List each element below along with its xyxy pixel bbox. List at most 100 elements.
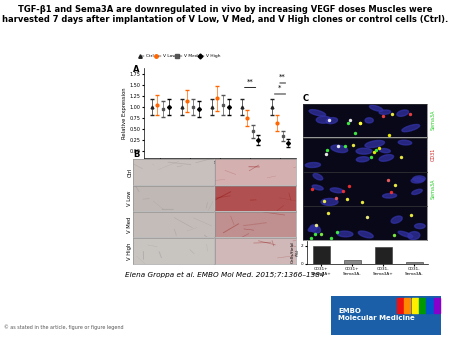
Text: A: A [133,65,139,74]
Point [332,196,339,201]
Ellipse shape [365,118,373,123]
Text: C: C [302,94,309,103]
Y-axis label: Relative Expression: Relative Expression [122,87,127,139]
Ellipse shape [313,173,323,180]
Point [407,212,414,217]
Point [398,154,405,160]
Ellipse shape [398,140,412,145]
Bar [405,262,423,264]
Point [370,149,378,154]
Point [358,200,365,205]
Point [357,120,364,126]
Point [390,233,397,238]
Point [312,232,319,237]
Ellipse shape [397,110,409,116]
Point [386,133,393,138]
Ellipse shape [369,105,383,111]
Point [388,112,396,117]
Ellipse shape [391,216,402,223]
Ellipse shape [402,124,420,132]
Point [324,147,331,152]
Ellipse shape [312,185,323,190]
Ellipse shape [305,163,320,168]
Ellipse shape [330,188,343,193]
Ellipse shape [398,231,413,237]
Text: Sema3A: Sema3A [430,178,435,199]
Text: B: B [133,150,139,159]
Y-axis label: Cells/field
(%): Cells/field (%) [291,241,300,263]
Point [379,114,386,119]
Point [346,184,353,189]
Point [350,143,357,148]
Bar [313,246,329,264]
Ellipse shape [316,116,331,123]
Point [385,177,392,183]
Ellipse shape [379,110,391,114]
Point [320,199,328,204]
Point [375,145,382,150]
Ellipse shape [356,157,369,162]
Point [340,189,347,194]
Y-axis label: Ctrl: Ctrl [127,167,132,177]
Point [334,143,342,149]
Ellipse shape [412,189,422,194]
Text: © as stated in the article, figure or figure legend: © as stated in the article, figure or fi… [4,324,124,330]
Bar [374,247,392,264]
Ellipse shape [365,141,384,147]
Y-axis label: V Med: V Med [127,216,132,233]
Bar [404,298,410,313]
Point [372,148,379,153]
Point [347,117,354,122]
Bar [419,298,425,313]
Ellipse shape [380,148,390,153]
Bar [434,298,440,313]
Ellipse shape [356,148,372,154]
Ellipse shape [321,198,338,206]
Ellipse shape [310,225,320,233]
Point [356,120,363,125]
Ellipse shape [408,232,420,240]
Point [341,144,348,149]
Bar [343,261,360,264]
Y-axis label: V Low: V Low [127,191,132,206]
Point [308,236,315,241]
Text: *: * [279,85,282,91]
Bar [412,298,418,313]
Ellipse shape [338,231,353,237]
Ellipse shape [326,118,338,124]
Text: Sema3A: Sema3A [430,110,435,130]
Point [345,120,352,125]
Ellipse shape [309,110,326,116]
Point [387,190,394,195]
Legend: = Ctrl, = V Low, = V Med, = V High: = Ctrl, = V Low, = V Med, = V High [139,54,221,58]
Point [325,117,333,122]
Text: Elena Groppa et al. EMBO Mol Med. 2015;7:1366–1384: Elena Groppa et al. EMBO Mol Med. 2015;7… [125,272,325,278]
Ellipse shape [358,231,373,238]
Point [323,151,330,157]
Point [364,215,371,220]
Text: TGF-β1 and Sema3A are downregulated in vivo by increasing VEGF doses Muscles wer: TGF-β1 and Sema3A are downregulated in v… [2,5,448,24]
Bar [426,298,432,313]
Ellipse shape [414,224,425,228]
Text: **: ** [247,78,253,84]
Point [392,183,399,188]
Point [343,196,351,202]
Ellipse shape [379,154,394,161]
Bar [397,298,403,313]
Y-axis label: V High: V High [127,242,132,260]
Point [334,229,341,235]
Ellipse shape [331,145,348,152]
Ellipse shape [413,176,425,182]
Point [309,186,316,192]
Text: EMBO
Molecular Medicine: EMBO Molecular Medicine [338,308,415,321]
Text: CD31: CD31 [430,148,435,161]
Point [407,111,414,117]
Ellipse shape [382,193,396,198]
Text: **: ** [279,74,286,80]
Point [317,231,324,237]
Point [327,236,334,241]
Point [351,130,359,136]
Point [368,155,375,160]
Point [324,211,331,216]
Ellipse shape [411,177,424,183]
